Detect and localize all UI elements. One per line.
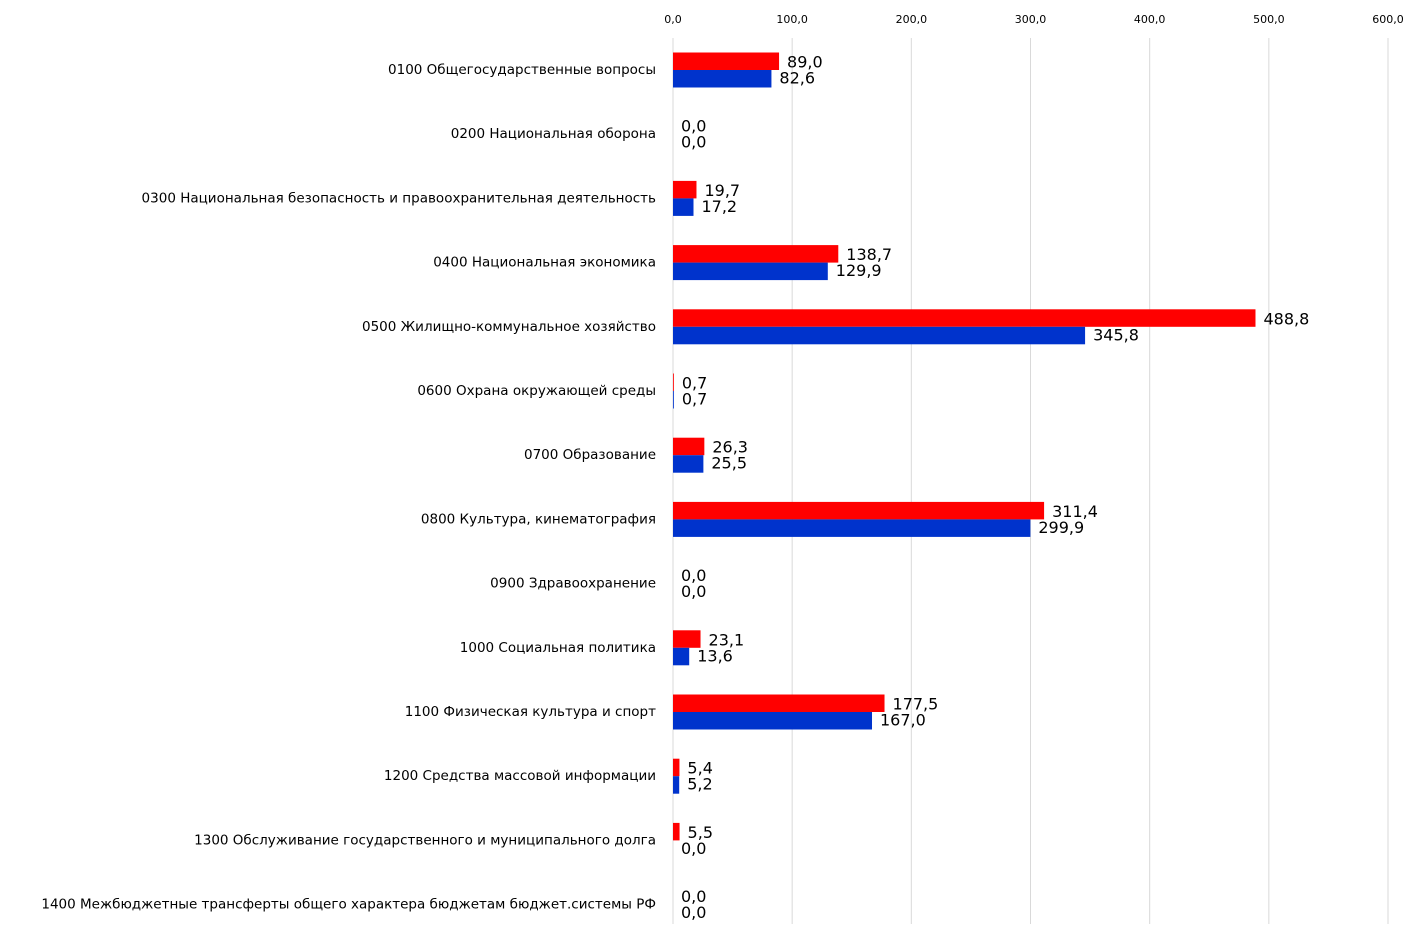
y-tick-label: 0300 Национальная безопасность и правоох… [142,190,656,206]
value-label: 26,3 [712,438,748,457]
bar [673,437,705,456]
value-label: 138,7 [846,245,892,264]
x-tick-label: 200,0 [896,13,928,26]
y-tick-label: 1200 Средства массовой информации [384,768,656,784]
x-tick-label: 0,0 [664,13,682,26]
value-label: 0,0 [681,839,706,858]
bar [673,776,680,794]
bar [673,455,704,473]
x-tick-label: 600,0 [1372,13,1404,26]
y-tick-label: 0400 Национальная экономика [433,255,656,271]
bar [673,822,680,841]
value-label: 0,7 [682,390,707,409]
value-label: 5,5 [688,823,713,842]
bar [673,52,780,70]
x-tick-label: 300,0 [1015,13,1047,26]
y-tick-label: 0200 Национальная оборона [451,126,656,142]
y-tick-label: 1400 Межбюджетные трансферты общего хара… [41,897,656,913]
y-tick-label: 1300 Обслуживание государственного и мун… [194,832,656,848]
value-label: 0,0 [681,566,706,585]
bar [673,647,690,666]
value-label: 89,0 [787,53,823,72]
bar [673,501,1045,520]
bar [673,326,1086,345]
value-label: 82,6 [779,69,815,88]
y-tick-label: 1100 Физическая культура и спорт [405,704,656,720]
value-label: 25,5 [711,454,747,473]
y-tick-label: 0500 Жилищно-коммунальное хозяйство [362,319,656,335]
value-label: 0,0 [681,887,706,906]
bar [673,519,1031,537]
y-tick-label: 0800 Культура, кинематография [421,511,656,527]
value-label: 0,0 [681,133,706,152]
bar [673,712,873,730]
value-label: 0,0 [681,903,706,922]
x-tick-label: 500,0 [1253,13,1285,26]
value-label: 5,4 [687,759,712,778]
value-label: 5,2 [687,775,712,794]
value-label: 177,5 [893,695,939,714]
y-tick-label: 0900 Здравоохранение [490,576,656,592]
bar [673,180,697,199]
value-label: 17,2 [701,197,737,216]
value-label: 311,4 [1052,502,1098,521]
bar [673,391,674,409]
x-tick-label: 100,0 [776,13,808,26]
bar [673,694,885,712]
x-tick-label: 400,0 [1134,13,1166,26]
bar [673,198,694,216]
y-tick-label: 0700 Образование [524,447,656,463]
bar [673,309,1256,327]
bar [673,758,680,777]
y-tick-label: 1000 Социальная политика [460,640,656,656]
bar [673,262,828,281]
y-tick-label: 0600 Охрана окружающей среды [417,383,656,399]
value-label: 129,9 [836,261,882,280]
value-label: 0,0 [681,582,706,601]
value-label: 19,7 [704,181,740,200]
value-label: 13,6 [697,646,733,665]
value-label: 488,8 [1263,309,1309,328]
value-label: 167,0 [880,711,926,730]
bar [673,245,839,263]
value-label: 0,0 [681,117,706,136]
value-label: 0,7 [682,374,707,393]
value-label: 345,8 [1093,325,1139,344]
bar [673,373,674,391]
value-label: 299,9 [1038,518,1084,537]
value-label: 23,1 [709,630,745,649]
bar [673,70,772,88]
bar [673,630,701,648]
y-tick-label: 0100 Общегосударственные вопросы [388,62,656,78]
